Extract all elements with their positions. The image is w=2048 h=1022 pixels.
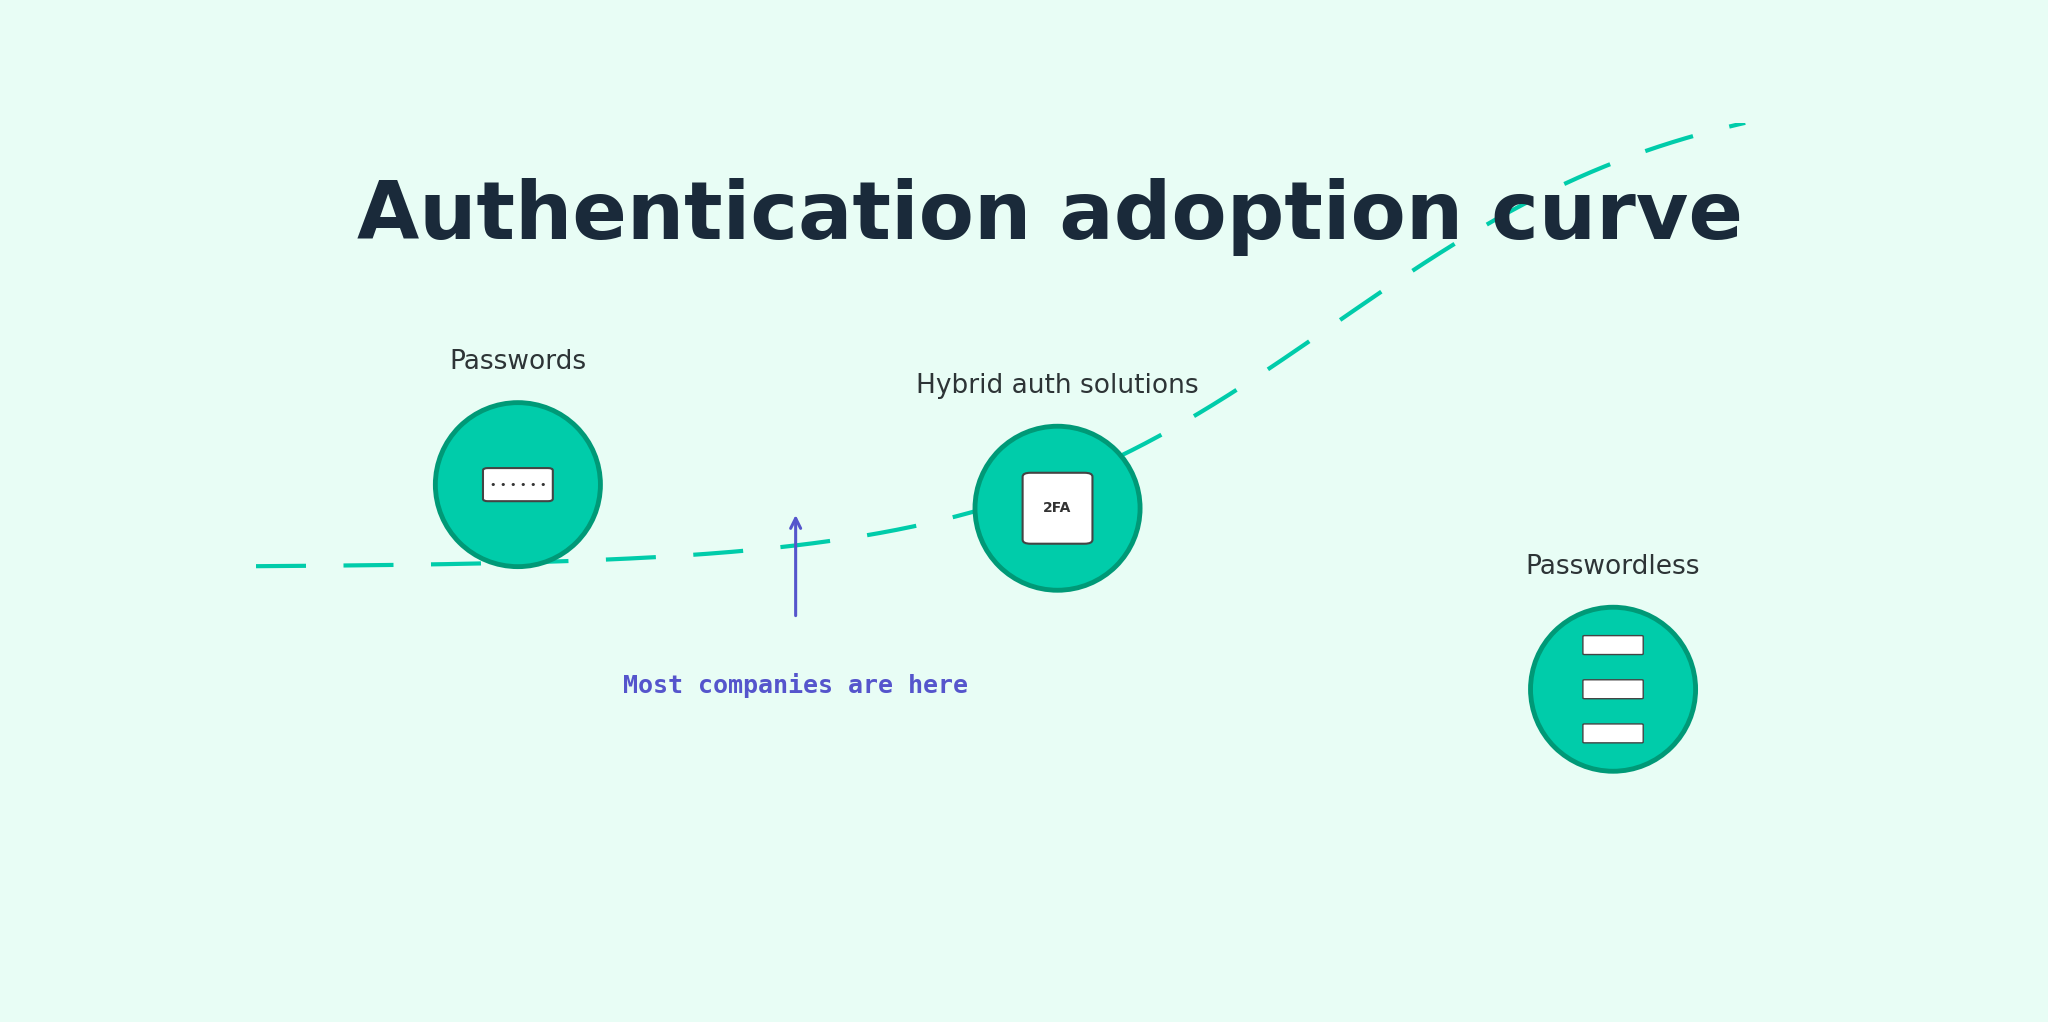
Text: Passwordless: Passwordless [1526, 554, 1700, 579]
FancyBboxPatch shape [1583, 680, 1642, 699]
FancyBboxPatch shape [1583, 724, 1642, 743]
Ellipse shape [1530, 607, 1696, 772]
Text: • • • • • •: • • • • • • [489, 479, 547, 490]
FancyBboxPatch shape [1022, 473, 1092, 544]
Text: Hybrid auth solutions: Hybrid auth solutions [915, 373, 1198, 399]
Text: Passwords: Passwords [449, 350, 586, 375]
Text: 2FA: 2FA [1042, 501, 1071, 515]
Text: Authentication adoption curve: Authentication adoption curve [356, 178, 1743, 256]
Ellipse shape [975, 426, 1141, 591]
Ellipse shape [436, 403, 600, 566]
Text: Most companies are here: Most companies are here [623, 673, 969, 698]
FancyBboxPatch shape [1583, 636, 1642, 654]
FancyBboxPatch shape [483, 468, 553, 501]
